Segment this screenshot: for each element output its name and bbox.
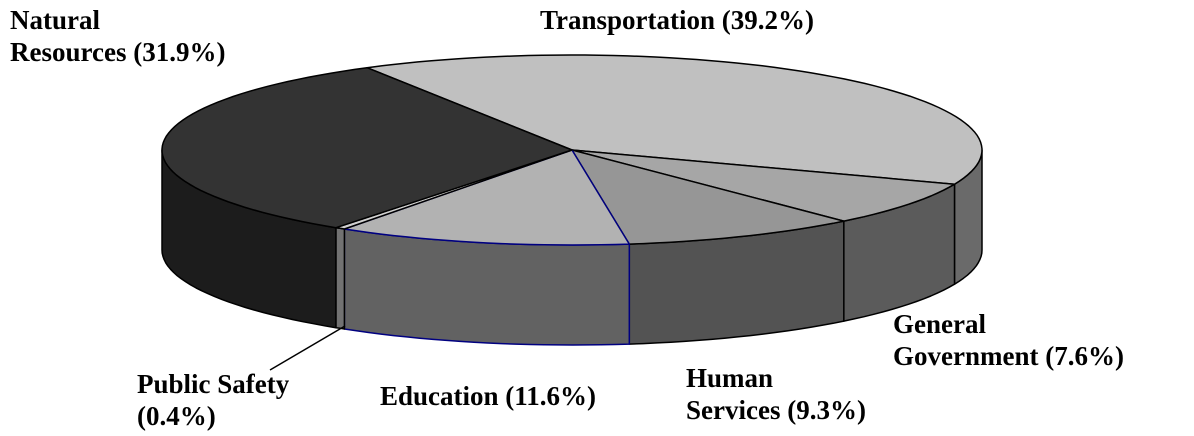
spacer bbox=[1033, 308, 1193, 338]
category-label: General Government bbox=[893, 309, 1039, 371]
category-label: Natural Resources bbox=[10, 5, 127, 67]
slice-label: General Government (7.6%) bbox=[893, 308, 1193, 372]
value-label: (39.2%) bbox=[721, 5, 814, 35]
pie-slice bbox=[161, 66, 573, 229]
spacer bbox=[130, 4, 295, 34]
pie-slice bbox=[571, 149, 845, 245]
category-label: Education bbox=[380, 381, 499, 411]
category-label: Public Safety bbox=[137, 369, 290, 399]
pie-side bbox=[343, 228, 631, 346]
pie-slice bbox=[366, 54, 983, 185]
value-label: (7.6%) bbox=[1045, 341, 1124, 371]
category-label: Transportation bbox=[540, 5, 716, 35]
slice-label: Natural Resources (31.9%) bbox=[10, 4, 295, 68]
value-label: (0.4%) bbox=[137, 401, 216, 431]
slice-label: Public Safety (0.4%) bbox=[137, 368, 347, 432]
leader-line bbox=[269, 325, 346, 371]
spacer bbox=[816, 362, 946, 392]
pie-slice bbox=[343, 149, 631, 246]
slice-label: Human Services (9.3%) bbox=[686, 362, 946, 426]
value-label: (11.6%) bbox=[505, 381, 597, 411]
slice-label: Transportation (39.2%) bbox=[540, 4, 940, 36]
value-label: (31.9%) bbox=[133, 37, 226, 67]
category-label: Human Services bbox=[686, 363, 781, 425]
slice-label: Education (11.6%) bbox=[380, 380, 680, 412]
value-label: (9.3%) bbox=[787, 395, 866, 425]
pie-slice bbox=[571, 149, 956, 222]
pie-side bbox=[335, 226, 346, 330]
